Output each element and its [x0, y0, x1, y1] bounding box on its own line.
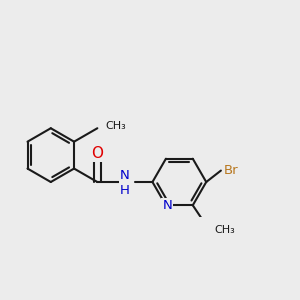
Text: CH₃: CH₃ — [214, 225, 235, 235]
Text: N: N — [162, 199, 172, 212]
Text: N
H: N H — [120, 169, 130, 196]
Text: CH₃: CH₃ — [106, 121, 126, 131]
Text: Br: Br — [224, 164, 239, 177]
Text: O: O — [91, 146, 103, 161]
